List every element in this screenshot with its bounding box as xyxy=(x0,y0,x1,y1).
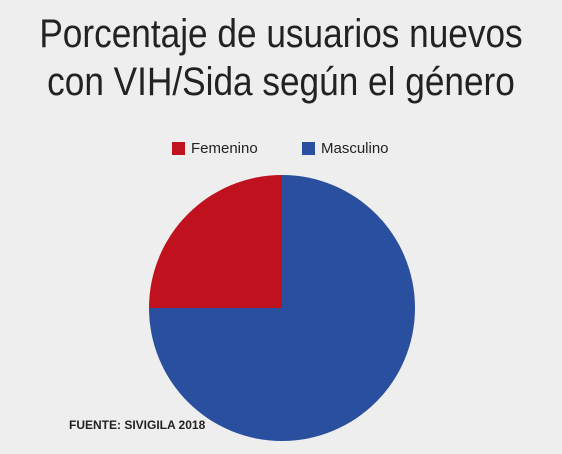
chart-title-line-1: Porcentaje de usuarios nuevos xyxy=(39,12,523,56)
legend-label-masculino: Masculino xyxy=(321,140,389,157)
legend-swatch-masculino xyxy=(302,142,315,155)
pie-slice-femenino xyxy=(149,175,282,308)
chart-title-line-2: con VIH/Sida según el género xyxy=(47,60,515,104)
legend-item-masculino: Masculino xyxy=(302,140,389,157)
legend-label-femenino: Femenino xyxy=(191,140,258,157)
legend-item-femenino: Femenino xyxy=(172,140,258,157)
source-note: FUENTE: SIVIGILA 2018 xyxy=(69,418,206,432)
chart-title: Porcentaje de usuarios nuevos con VIH/Si… xyxy=(34,10,529,106)
pie-slice-masculino xyxy=(149,175,415,441)
legend-swatch-femenino xyxy=(172,142,185,155)
pie-slices xyxy=(149,175,415,441)
legend: Femenino Masculino xyxy=(0,140,562,162)
